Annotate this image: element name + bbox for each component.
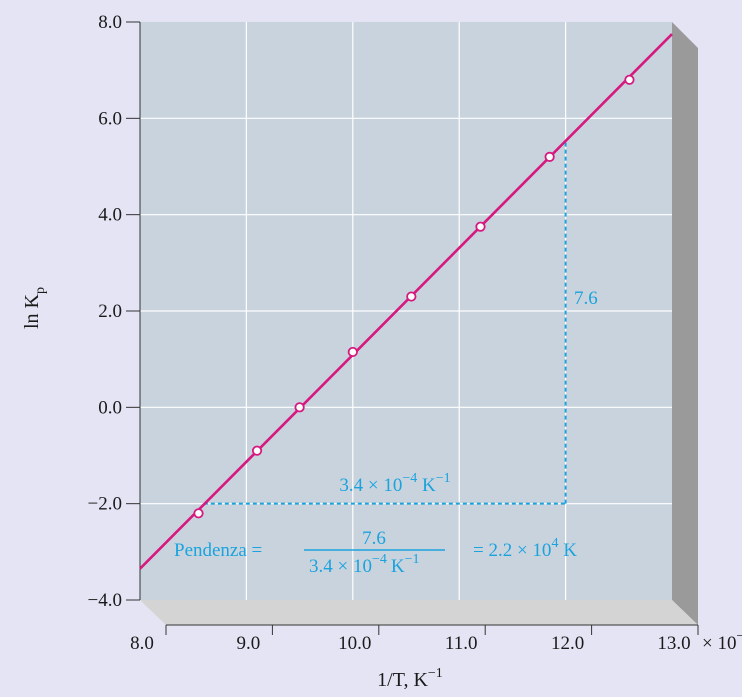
run-label: 3.4 × 10−4 K−1 (339, 471, 450, 496)
y-tick-label: 0.0 (98, 397, 122, 418)
x-axis-label: 1/T, K−1 (377, 666, 443, 691)
slope-label: Pendenza = (174, 540, 262, 561)
y-tick-label: 6.0 (98, 108, 122, 129)
y-tick-label: 4.0 (98, 205, 122, 226)
data-point (406, 291, 417, 302)
y-tick-label: −4.0 (88, 590, 122, 611)
x-tick-label: 11.0 (445, 633, 478, 654)
data-point (624, 74, 635, 85)
slope-result: = 2.2 × 104 K (473, 536, 577, 561)
chart-side-panel (672, 22, 698, 625)
slope-triangle (203, 140, 567, 505)
x-tick-label: 12.0 (551, 633, 584, 654)
axes (126, 21, 699, 635)
slope-denominator: 3.4 × 10−4 K−1 (309, 552, 420, 577)
data-points (193, 74, 635, 519)
y-axis-label: ln Kp (21, 287, 48, 329)
data-point (294, 402, 305, 413)
x-tick-label: 13.0 (657, 633, 690, 654)
y-tick-labels: 8.0 6.0 4.0 2.0 0.0 −2.0 −4.0 (88, 12, 122, 611)
x-tick-labels: 8.0 9.0 10.0 11.0 12.0 13.0 (130, 633, 691, 654)
data-point (544, 151, 555, 162)
fit-line-path (139, 33, 673, 570)
fit-line (139, 33, 673, 570)
x-tick-label: 8.0 (130, 633, 154, 654)
data-point (347, 346, 358, 358)
x-multiplier: × 10−4 (702, 629, 742, 654)
y-tick-label: −2.0 (88, 494, 122, 515)
slope-formula: Pendenza = 7.6 3.4 × 10−4 K−1 = 2.2 × 104… (174, 528, 577, 577)
chart-floor (140, 600, 698, 625)
x-tick-label: 9.0 (237, 633, 261, 654)
data-point (475, 221, 486, 232)
rise-label: 7.6 (574, 288, 598, 309)
y-tick-label: 2.0 (98, 301, 122, 322)
x-tick-label: 10.0 (338, 633, 371, 654)
slope-numerator: 7.6 (362, 528, 386, 549)
y-tick-label: 8.0 (98, 12, 122, 33)
data-point (193, 508, 204, 519)
data-point (251, 445, 263, 456)
